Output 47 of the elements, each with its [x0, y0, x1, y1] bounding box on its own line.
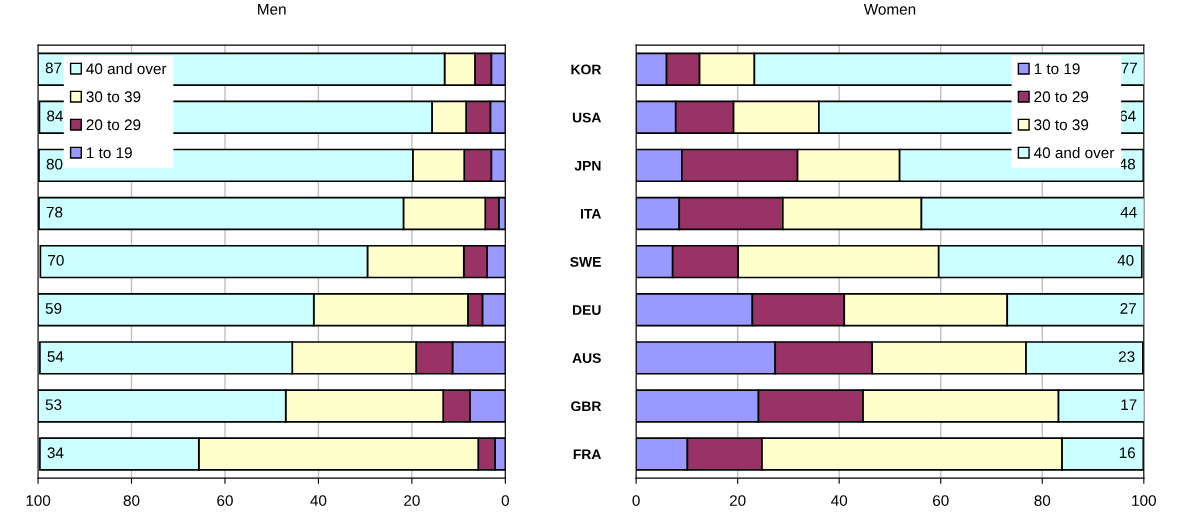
- x-tick-label: 100: [26, 495, 51, 506]
- data-label: 77: [1121, 62, 1137, 74]
- data-label: 34: [47, 447, 64, 459]
- y-tick-label: JPN: [574, 160, 601, 171]
- data-label: 53: [45, 399, 62, 411]
- data-label: 70: [48, 254, 64, 266]
- x-tick-label: 60: [933, 495, 949, 506]
- x-tick-label: 40: [310, 495, 327, 506]
- data-label: 17: [1121, 399, 1137, 410]
- y-tick-label: AUS: [572, 353, 601, 364]
- data-label: 16: [1119, 447, 1136, 459]
- x-tick-label: 40: [831, 495, 848, 506]
- data-label: 87: [45, 62, 62, 74]
- y-tick-label: GBR: [571, 401, 602, 412]
- legend-label: 30 to 39: [1034, 119, 1089, 131]
- legend-label: 20 to 29: [1034, 91, 1089, 103]
- legend-label: 1 to 19: [87, 147, 132, 159]
- y-tick-label: ITA: [580, 209, 602, 219]
- data-label: 23: [1118, 351, 1135, 362]
- x-tick-label: 20: [729, 495, 746, 506]
- x-tick-label: 0: [632, 495, 640, 506]
- chart-title: Men: [258, 4, 286, 15]
- y-tick-label: DEU: [573, 305, 601, 315]
- y-tick-label: USA: [572, 112, 602, 123]
- data-label: 44: [1120, 206, 1137, 218]
- data-label: 59: [45, 303, 62, 314]
- y-tick-label: FRA: [573, 449, 602, 460]
- y-tick-label: KOR: [571, 64, 602, 75]
- data-label: 27: [1120, 303, 1136, 314]
- y-tick-label: SWE: [570, 256, 601, 267]
- legend-label: 40 and over: [86, 62, 167, 75]
- data-label: 84: [47, 110, 64, 122]
- x-tick-label: 80: [123, 495, 140, 506]
- legend-label: 20 to 29: [86, 119, 141, 131]
- x-tick-label: 100: [1132, 495, 1156, 506]
- data-label: 78: [46, 206, 63, 218]
- data-label: 80: [46, 158, 63, 170]
- chart-title: Women: [863, 4, 916, 15]
- data-label: 40: [1117, 254, 1134, 266]
- x-tick-label: 0: [501, 495, 509, 506]
- x-tick-label: 20: [404, 495, 420, 506]
- legend-label: 30 to 39: [86, 91, 141, 103]
- legend-label: 1 to 19: [1034, 63, 1080, 75]
- x-tick-label: 80: [1034, 495, 1051, 506]
- data-label: 54: [47, 351, 64, 362]
- x-tick-label: 60: [217, 495, 233, 506]
- legend-label: 40 and over: [1034, 146, 1115, 159]
